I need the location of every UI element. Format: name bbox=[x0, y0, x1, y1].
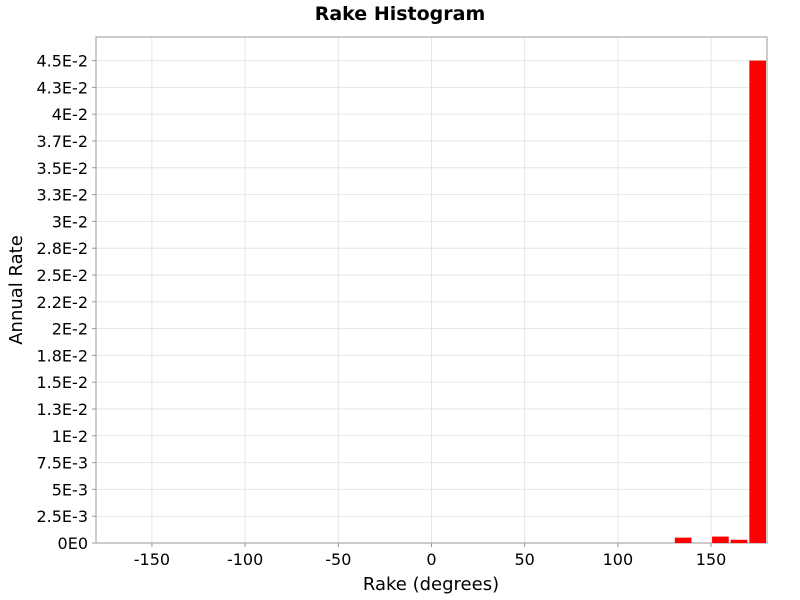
y-tick-label: 1.3E-2 bbox=[36, 400, 88, 419]
y-tick-label: 1.5E-2 bbox=[36, 373, 88, 392]
x-tick-label: 50 bbox=[515, 550, 535, 569]
y-tick-label: 1.8E-2 bbox=[36, 346, 88, 365]
x-axis-ticks: -150 -100 -50 0 50 100 150 bbox=[134, 543, 727, 569]
histogram-bar bbox=[712, 536, 729, 543]
x-tick-label: 150 bbox=[696, 550, 727, 569]
x-tick-label: -100 bbox=[227, 550, 263, 569]
y-tick-label: 2.8E-2 bbox=[36, 239, 88, 258]
y-tick-label: 2.5E-2 bbox=[36, 266, 88, 285]
y-tick-label: 2E-2 bbox=[52, 320, 88, 339]
y-tick-label: 5E-3 bbox=[52, 480, 88, 499]
x-axis-label: Rake (degrees) bbox=[363, 574, 499, 595]
chart-title: Rake Histogram bbox=[315, 3, 486, 25]
y-tick-label: 3.3E-2 bbox=[36, 186, 88, 205]
histogram-bar bbox=[749, 60, 766, 543]
y-tick-label: 4.3E-2 bbox=[36, 78, 88, 97]
y-tick-label: 2.5E-3 bbox=[36, 507, 88, 526]
grid-lines bbox=[96, 37, 767, 544]
x-tick-label: -50 bbox=[325, 550, 351, 569]
y-tick-label: 4.5E-2 bbox=[36, 52, 88, 71]
histogram-bar bbox=[730, 539, 748, 543]
x-tick-label: 100 bbox=[603, 550, 634, 569]
y-tick-label: 1E-2 bbox=[52, 427, 88, 446]
x-tick-label: -150 bbox=[134, 550, 170, 569]
y-tick-label: 2.2E-2 bbox=[36, 293, 88, 312]
y-tick-label: 3.5E-2 bbox=[36, 159, 88, 178]
y-tick-label: 0E0 bbox=[58, 534, 88, 553]
y-tick-label: 4E-2 bbox=[52, 105, 88, 124]
y-tick-label: 7.5E-3 bbox=[36, 454, 88, 473]
histogram-bar bbox=[674, 537, 692, 543]
x-tick-label: 0 bbox=[426, 550, 436, 569]
y-axis-ticks: 0E0 2.5E-3 5E-3 7.5E-3 1E-2 1.3E-2 1.5E-2 1.8E-… bbox=[36, 52, 96, 553]
y-tick-label: 3E-2 bbox=[52, 212, 88, 231]
y-axis-label: Annual Rate bbox=[6, 235, 27, 345]
y-tick-label: 3.7E-2 bbox=[36, 132, 88, 151]
bars bbox=[674, 60, 766, 543]
